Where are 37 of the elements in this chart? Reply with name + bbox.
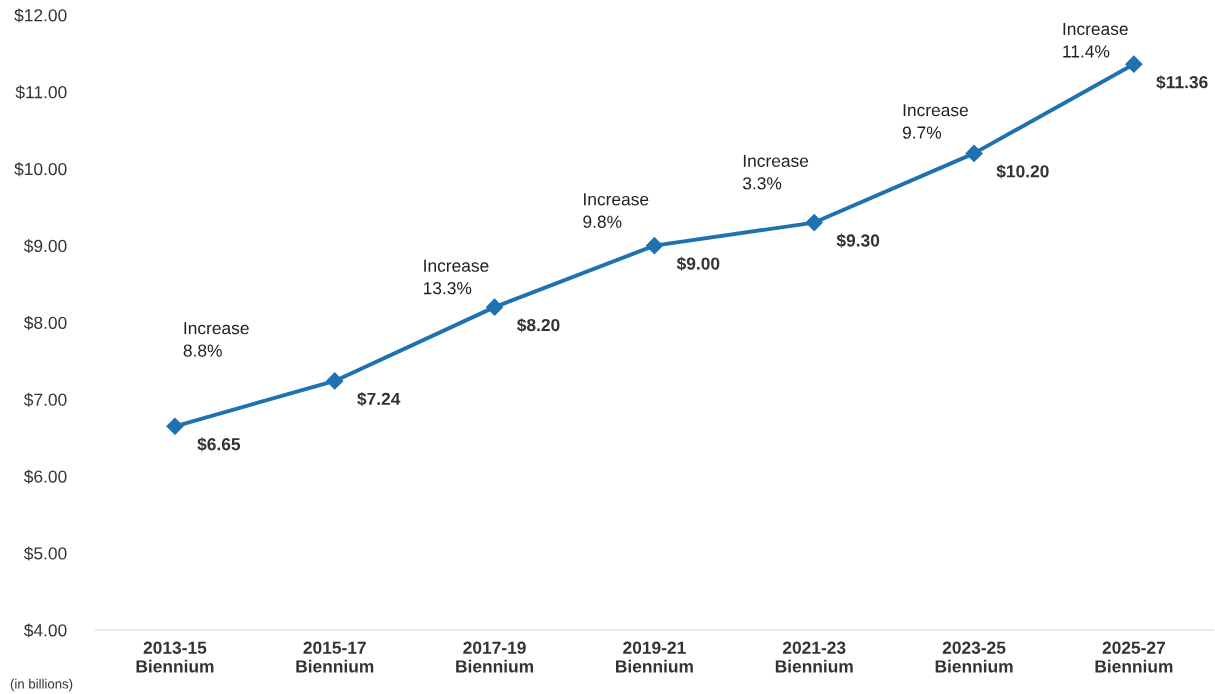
- text: (in billions): [10, 678, 73, 692]
- y-tick-label: $4.00: [23, 623, 67, 638]
- y-tick-label: $10.00: [14, 162, 67, 177]
- point: [805, 214, 823, 232]
- data-label: $9.30: [836, 233, 880, 248]
- point: [166, 417, 184, 435]
- x-tick-label: 2013-15 Biennium: [136, 641, 214, 673]
- annotation: Increase 9.7%: [902, 104, 968, 139]
- y-tick-label: $7.00: [23, 392, 67, 407]
- x-tick-label: 2015-17 Biennium: [296, 641, 374, 673]
- annotation: Increase 11.4%: [1063, 22, 1128, 58]
- data-label: $7.24: [357, 391, 401, 407]
- y-tick-label: $9.00: [23, 239, 67, 254]
- x-tick-label: 2025-27 Biennium: [1095, 641, 1173, 673]
- y-tick-label: $12.00: [14, 8, 67, 23]
- x-tick-label: 2021-23 Biennium: [775, 641, 853, 673]
- data-label: $10.20: [996, 164, 1049, 179]
- point: [486, 298, 504, 316]
- annotation: Increase 3.3%: [742, 154, 809, 190]
- y-tick-label: $11.00: [15, 85, 67, 100]
- annotation: Increase 13.3%: [423, 259, 489, 295]
- y-tick-label: $6.00: [23, 469, 67, 484]
- y-tick-label: $5.00: [23, 546, 67, 561]
- point: [1125, 55, 1143, 73]
- data-label: $9.00: [676, 256, 720, 271]
- point: [965, 144, 983, 162]
- data-label: $8.20: [517, 318, 560, 333]
- annotation: Increase 8.8%: [183, 322, 249, 357]
- x-tick-label: 2019-21 Biennium: [616, 641, 693, 673]
- point: [645, 237, 663, 255]
- data-label: $6.65: [197, 437, 241, 452]
- x-tick-label: 2017-19 Biennium: [456, 641, 534, 673]
- point: [326, 372, 344, 390]
- annotation: Increase 9.8%: [583, 193, 649, 228]
- y-tick-label: $8.00: [23, 315, 67, 330]
- data-label: $11.36: [1156, 75, 1208, 90]
- x-tick-label: 2023-25 Biennium: [935, 641, 1013, 673]
